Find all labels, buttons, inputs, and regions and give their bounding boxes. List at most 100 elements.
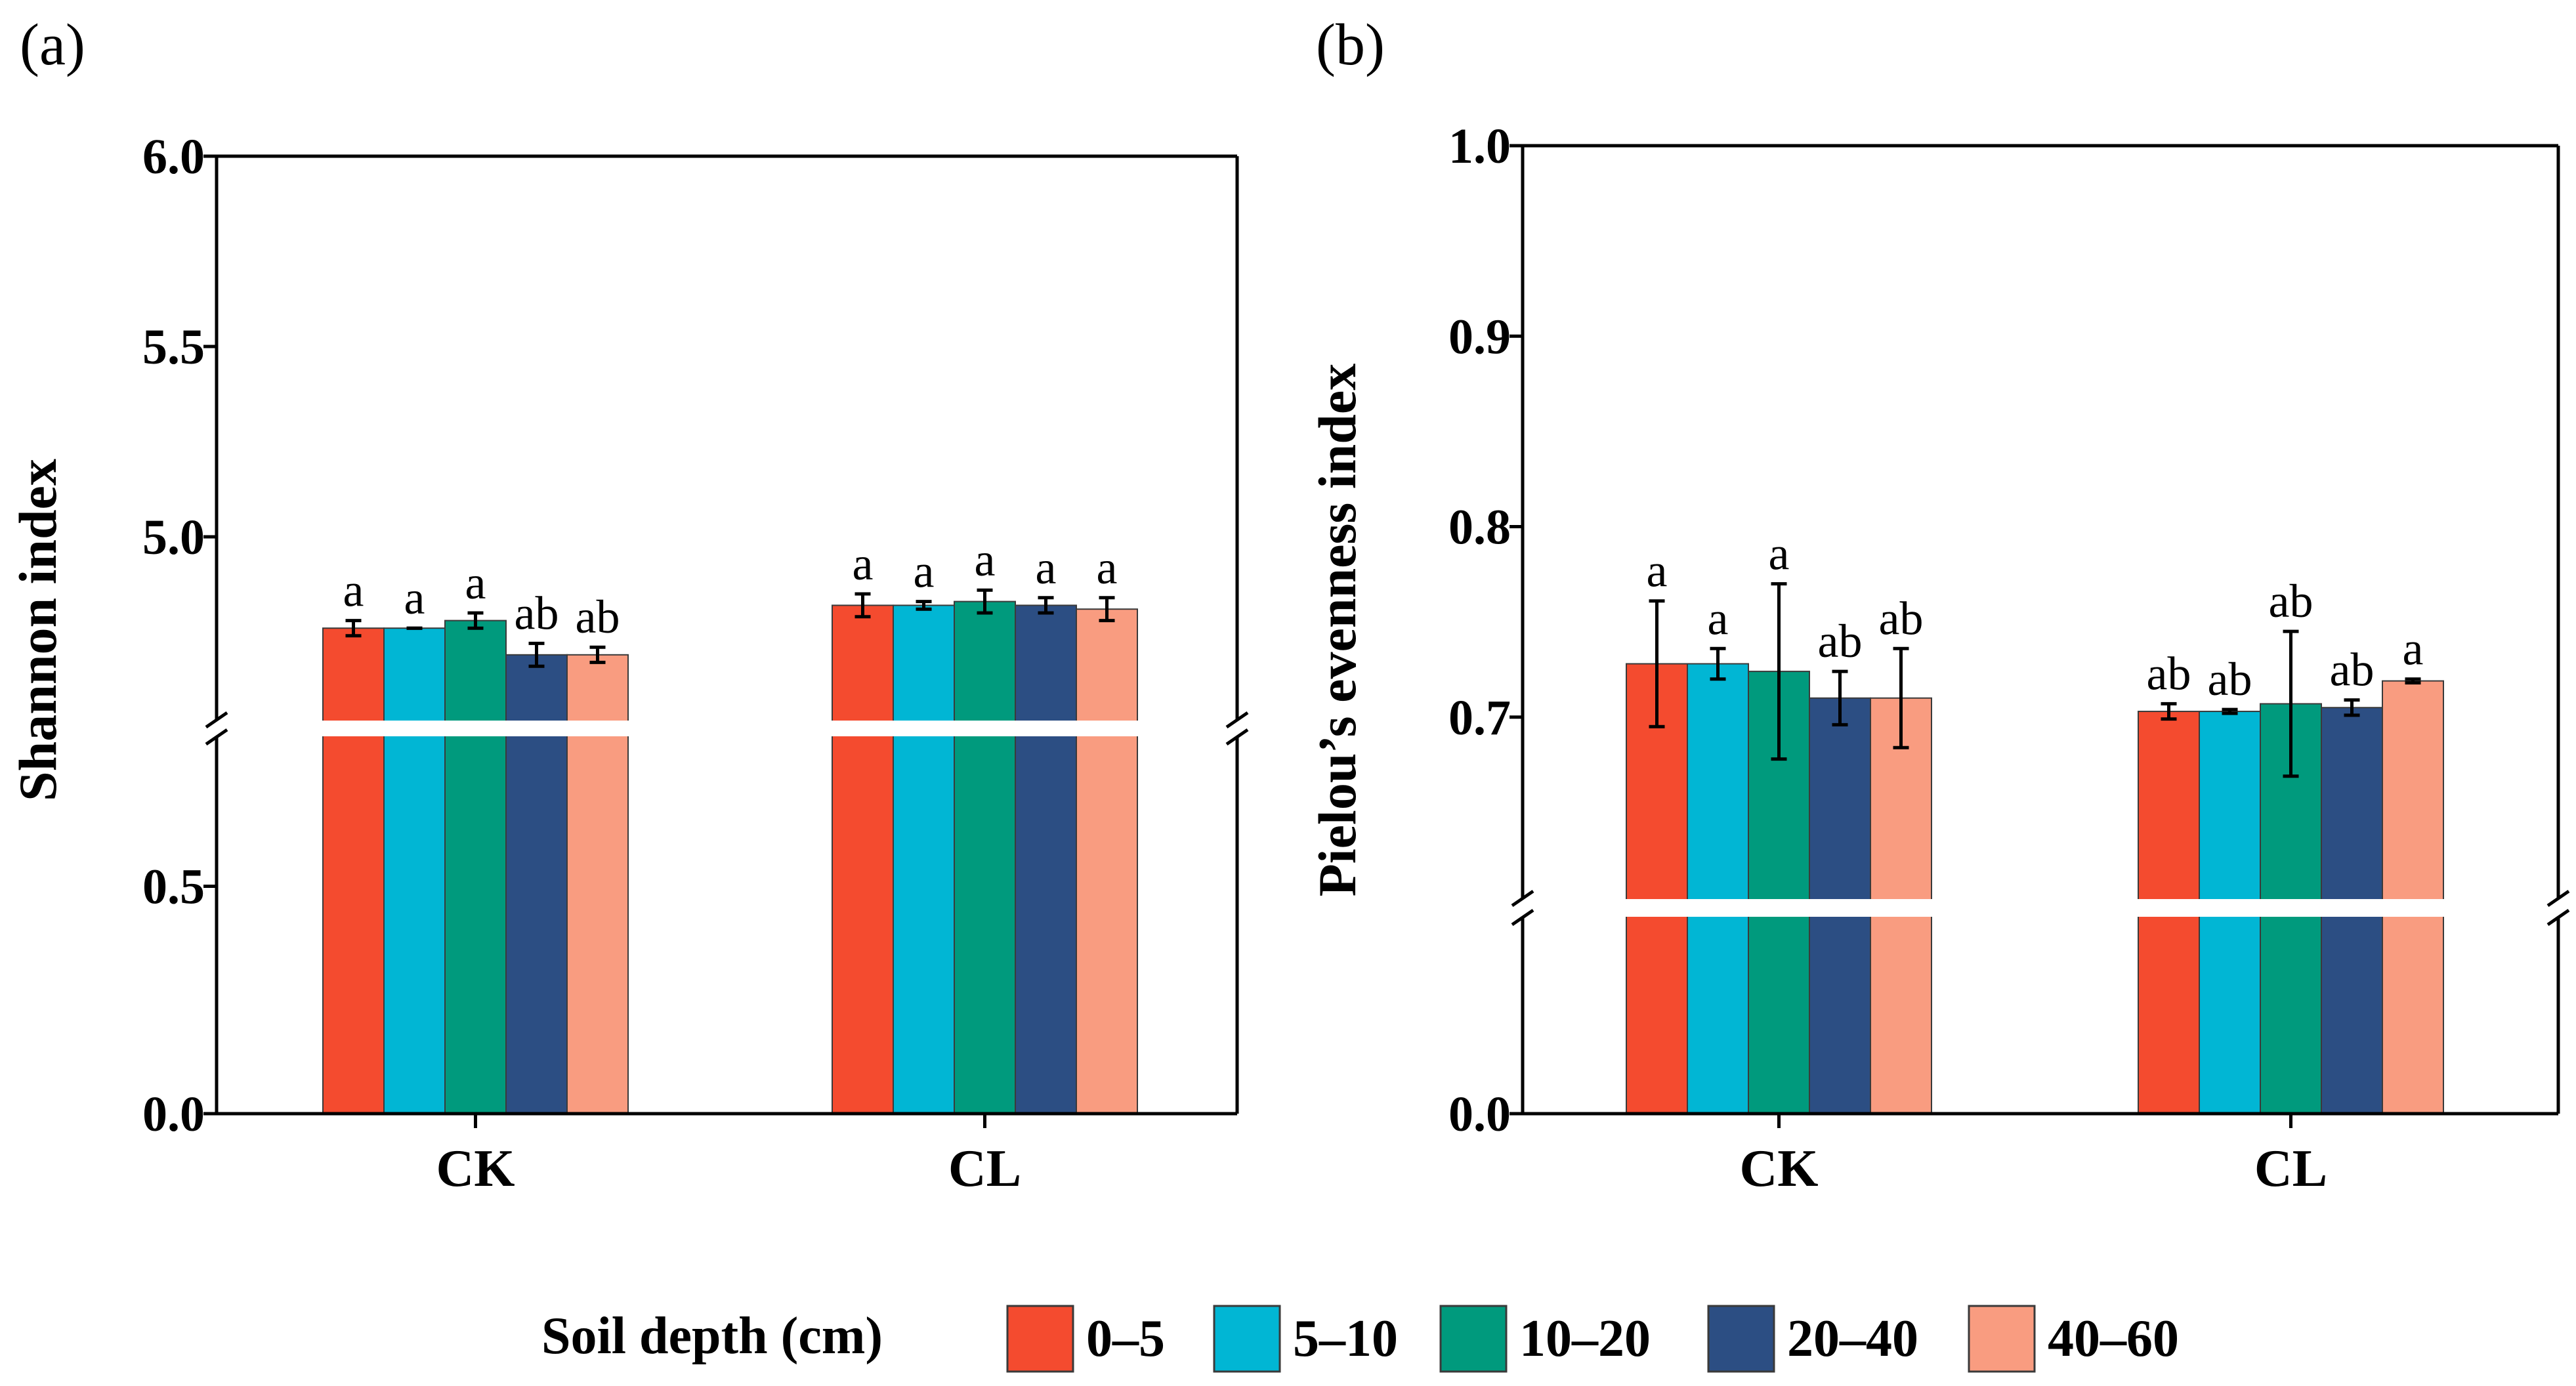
y-tick-label: 6.0 [142, 129, 205, 184]
legend-label: 5–10 [1293, 1310, 1398, 1368]
bar-cl-0–5 [832, 604, 894, 1114]
significance-letter: ab [1818, 615, 1863, 667]
legend-label: 0–5 [1086, 1310, 1165, 1368]
y-tick-label: 0.8 [1448, 500, 1511, 555]
panel-a-ylabel: Shannon index [8, 459, 68, 801]
error-bar [2222, 707, 2238, 715]
error-bar [1771, 582, 1787, 761]
y-tick-label: 0.5 [142, 860, 205, 915]
category-label: CK [436, 1140, 515, 1198]
bar-ck-0–5 [1626, 663, 1688, 1114]
error-bar [1832, 669, 1848, 726]
error-bar [345, 619, 362, 638]
significance-letter: a [1036, 541, 1057, 594]
bar-cl-5–10 [893, 604, 955, 1114]
y-tick-label: 1.0 [1448, 119, 1511, 174]
significance-letter: a [1097, 541, 1118, 594]
error-bar [589, 645, 606, 664]
significance-letter: a [2403, 623, 2424, 675]
break-slash [2546, 889, 2570, 908]
y-tick-label: 0.7 [1448, 690, 1511, 746]
error-bar [855, 592, 871, 619]
error-bar [977, 588, 993, 615]
error-bar [528, 641, 545, 668]
error-bar [2344, 698, 2360, 717]
break-slash [2546, 908, 2570, 927]
significance-letter: ab [576, 591, 620, 643]
y-tick-label: 0.0 [1448, 1087, 1511, 1142]
significance-letter: a [914, 545, 935, 598]
y-tick-label: 0.0 [142, 1087, 205, 1142]
panel-a-label: (a) [20, 12, 85, 77]
error-bar [916, 600, 932, 611]
legend-label: 40–60 [2048, 1310, 2179, 1368]
break-slash [205, 728, 228, 746]
bar-ck-5–10 [383, 627, 446, 1114]
significance-letter: ab [2269, 575, 2313, 627]
legend-items: 0–5 5–10 10–20 20–40 40–60 [1006, 1305, 2179, 1373]
significance-letter: ab [1879, 592, 1924, 644]
bar-ck-5–10 [1687, 663, 1749, 1114]
significance-letter: a [975, 534, 996, 586]
bar-ck-10–20 [444, 620, 507, 1114]
y-tick-label: 0.9 [1448, 309, 1511, 364]
plot-frame [215, 154, 1239, 1116]
legend-swatch-10–20 [1439, 1305, 1508, 1373]
axis-break-gap [1503, 899, 2576, 917]
significance-letter: a [1769, 528, 1790, 580]
break-slash [1511, 889, 1534, 908]
significance-letter: ab [515, 587, 559, 639]
error-bar [2283, 629, 2299, 778]
error-bar [1038, 596, 1054, 615]
significance-letter: a [343, 564, 364, 617]
significance-letter: a [465, 556, 486, 609]
error-bar [2405, 677, 2421, 685]
category-label: CL [948, 1140, 1021, 1198]
category-label: CK [1740, 1140, 1819, 1198]
error-bar [2161, 702, 2177, 721]
significance-letter: ab [2330, 644, 2375, 696]
break-slash [1225, 711, 1249, 729]
break-slash [1511, 908, 1534, 927]
legend-swatch-40–60 [1968, 1305, 2036, 1373]
legend-label: 20–40 [1787, 1310, 1918, 1368]
legend-label: 10–20 [1519, 1310, 1651, 1368]
y-tick-label: 5.0 [142, 510, 205, 565]
bar-cl-40–60 [2382, 680, 2444, 1115]
error-bar [1099, 596, 1115, 623]
error-bar [1710, 646, 1726, 681]
plot-frame [1521, 144, 2560, 1116]
bar-cl-40–60 [1076, 608, 1138, 1114]
error-bar [1649, 599, 1665, 728]
error-bar [467, 611, 484, 630]
category-label: CL [2254, 1140, 2327, 1198]
axis-break-mark-left [205, 711, 228, 746]
break-slash [205, 711, 228, 729]
axis-break-mark-right [1225, 711, 1249, 746]
significance-letter: a [1647, 545, 1668, 597]
significance-letter: ab [2147, 647, 2191, 700]
axis-break-gap [197, 721, 1257, 736]
significance-letter: a [1708, 592, 1729, 644]
legend: Soil depth (cm) 0–5 5–10 10–20 20–40 40–60 [541, 1305, 2179, 1373]
break-slash [1225, 728, 1249, 746]
panel-b-label: (b) [1316, 12, 1385, 77]
legend-swatch-0–5 [1006, 1305, 1074, 1373]
bar-cl-20–40 [1015, 604, 1077, 1114]
error-bar [1893, 646, 1909, 749]
y-tick-label: 5.5 [142, 320, 205, 375]
panel-b-ylabel: Pielou’s evenness index [1307, 364, 1367, 896]
significance-letter: a [853, 537, 874, 590]
significance-letter: ab [2208, 653, 2252, 705]
axis-break-mark-right [2546, 889, 2570, 927]
legend-swatch-5–10 [1213, 1305, 1281, 1373]
legend-title: Soil depth (cm) [541, 1307, 883, 1365]
bar-ck-0–5 [322, 627, 385, 1114]
legend-swatch-20–40 [1707, 1305, 1775, 1373]
axis-break-mark-left [1511, 889, 1534, 927]
significance-letter: a [404, 572, 425, 624]
